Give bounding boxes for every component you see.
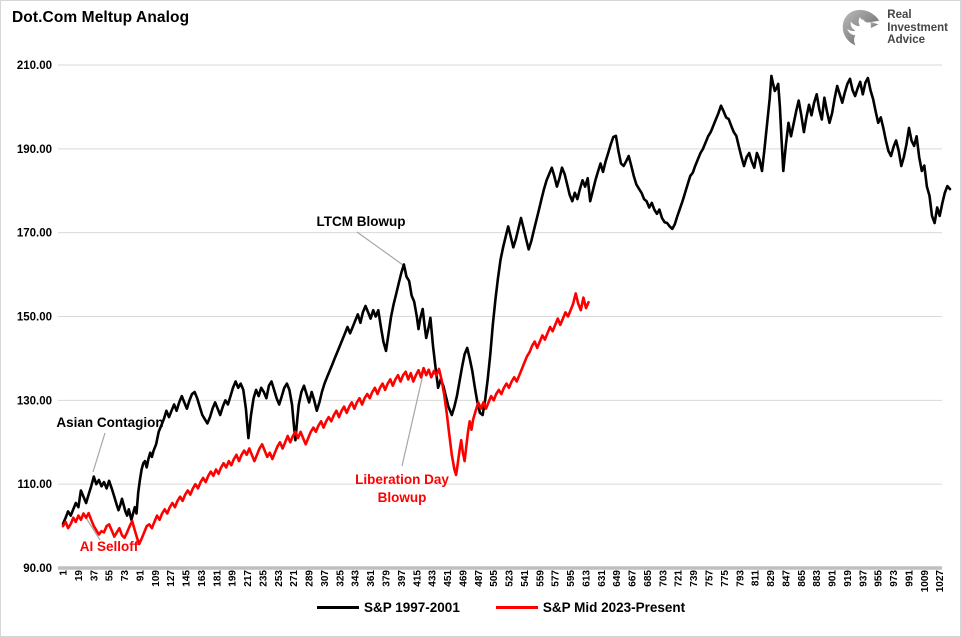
legend-label-sp-mid-2023-present: S&P Mid 2023-Present	[542, 600, 686, 615]
x-tick-label: 739	[689, 570, 700, 587]
y-tick-label: 150.00	[17, 312, 52, 324]
x-tick-label: 775	[720, 570, 731, 587]
annotation-leader-line	[356, 231, 404, 266]
brand-line-2: Investment	[887, 21, 948, 34]
series-line-s-p-mid-2023-present	[61, 292, 590, 546]
x-tick-label: 325	[335, 570, 346, 587]
x-tick-label: 361	[366, 570, 377, 587]
annotation-label: AI Selloff	[80, 539, 139, 554]
x-tick-label: 883	[812, 570, 823, 587]
annotation-leader-line	[92, 432, 106, 473]
y-tick-label: 130.00	[17, 395, 52, 407]
eagle-logo-icon	[843, 9, 880, 46]
x-tick-label: 811	[751, 570, 762, 587]
x-tick-label: 1	[59, 570, 70, 576]
x-tick-label: 757	[705, 570, 716, 587]
x-tick-label: 955	[874, 570, 885, 587]
series-line-s-p-1997-2001	[61, 74, 952, 526]
x-tick-label: 199	[228, 570, 239, 587]
x-tick-label: 541	[520, 570, 531, 587]
x-tick-label: 937	[858, 570, 869, 587]
x-tick-label: 487	[474, 570, 485, 587]
x-tick-label: 307	[320, 570, 331, 587]
legend-line-red-icon	[495, 605, 538, 610]
x-tick-label: 613	[581, 570, 592, 587]
x-tick-label: 973	[889, 570, 900, 587]
annotation-label: LTCM Blowup	[317, 214, 406, 229]
x-tick-label: 829	[766, 570, 777, 587]
x-tick-label: 865	[797, 570, 808, 587]
legend-line-black-icon	[317, 605, 359, 610]
x-tick-label: 145	[182, 570, 193, 587]
x-tick-label: 235	[258, 570, 269, 587]
x-tick-label: 559	[535, 570, 546, 587]
x-tick-label: 37	[89, 570, 100, 582]
x-tick-label: 1009	[920, 570, 931, 593]
annotation-label: Liberation Day	[355, 472, 449, 487]
x-tick-label: 721	[674, 570, 685, 587]
x-tick-label: 667	[628, 570, 639, 587]
y-tick-label: 210.00	[17, 60, 52, 72]
x-tick-label: 73	[120, 570, 131, 582]
x-tick-label: 577	[551, 570, 562, 587]
brand-logo-text: Real Investment Advice	[887, 9, 948, 47]
x-tick-label: 523	[505, 570, 516, 587]
legend-item-sp-mid-2023-present[interactable]: S&P Mid 2023-Present	[495, 600, 686, 615]
x-tick-label: 19	[74, 570, 85, 582]
x-tick-label: 901	[828, 570, 839, 587]
x-tick-label: 433	[428, 570, 439, 587]
legend: S&P 1997-2001 S&P Mid 2023-Present	[317, 600, 685, 615]
x-tick-label: 793	[735, 570, 746, 587]
page-title: Dot.Com Meltup Analog	[12, 9, 190, 26]
x-tick-label: 271	[289, 570, 300, 587]
annotation-label: Blowup	[378, 490, 427, 505]
x-tick-label: 595	[566, 570, 577, 587]
x-tick-label: 397	[397, 570, 408, 587]
legend-item-sp-1997-2001[interactable]: S&P 1997-2001	[317, 600, 460, 615]
brand-line-1: Real	[887, 9, 912, 22]
x-tick-label: 703	[658, 570, 669, 587]
x-tick-label: 847	[781, 570, 792, 587]
x-tick-label: 289	[305, 570, 316, 587]
x-tick-label: 505	[489, 570, 500, 587]
x-tick-label: 649	[612, 570, 623, 587]
brand-line-3: Advice	[887, 34, 925, 47]
legend-label-sp-1997-2001: S&P 1997-2001	[364, 600, 460, 615]
x-tick-label: 343	[351, 570, 362, 587]
x-tick-label: 1027	[935, 570, 946, 593]
annotation-leader-line	[401, 369, 425, 467]
annotation-label: Asian Contagion	[56, 415, 163, 430]
y-tick-label: 190.00	[17, 144, 52, 156]
y-tick-label: 110.00	[17, 479, 52, 491]
x-tick-label: 127	[166, 570, 177, 587]
x-tick-label: 685	[643, 570, 654, 587]
y-tick-label: 170.00	[17, 228, 52, 240]
x-tick-label: 91	[135, 570, 146, 582]
x-tick-label: 109	[151, 570, 162, 587]
x-tick-label: 379	[382, 570, 393, 587]
x-tick-label: 163	[197, 570, 208, 587]
y-tick-label: 90.00	[23, 563, 52, 575]
x-tick-label: 451	[443, 570, 454, 587]
x-tick-label: 55	[105, 570, 116, 582]
x-tick-label: 991	[904, 570, 915, 587]
x-tick-label: 469	[458, 570, 469, 587]
x-tick-label: 181	[212, 570, 223, 587]
x-tick-label: 631	[597, 570, 608, 587]
x-tick-label: 253	[274, 570, 285, 587]
x-tick-label: 919	[843, 570, 854, 587]
x-tick-label: 217	[243, 570, 254, 587]
brand-logo: Real Investment Advice	[840, 8, 948, 48]
x-tick-label: 415	[412, 570, 423, 587]
